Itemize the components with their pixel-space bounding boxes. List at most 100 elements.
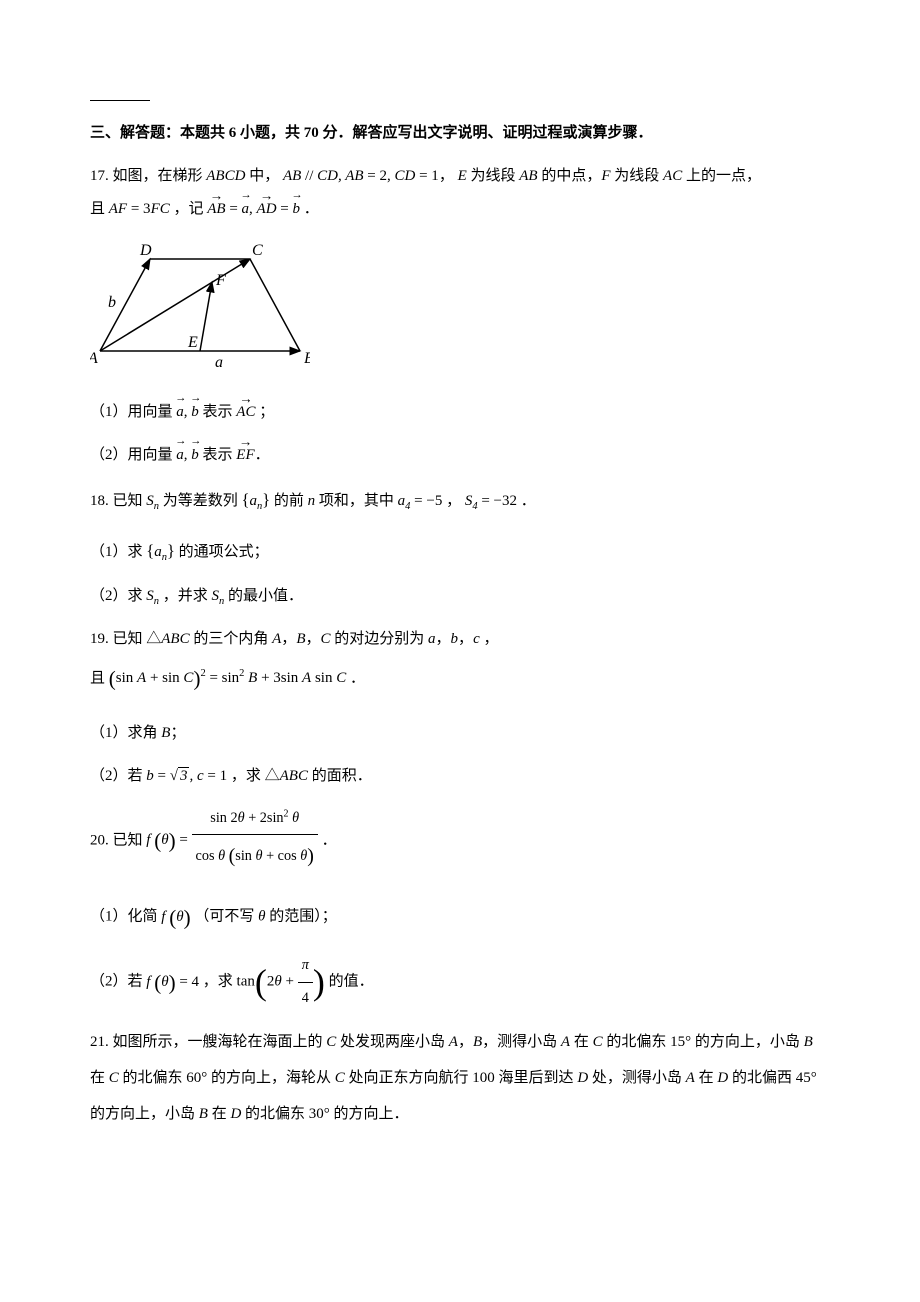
p18-n: n [154, 501, 159, 512]
p19-ABC: ABC [161, 631, 189, 647]
p21-tc: ， [458, 1034, 473, 1050]
problem-21: 21. 如图所示，一艘海轮在海面上的 C 处发现两座小岛 A，B，测得小岛 A … [90, 1024, 830, 1132]
p19-eB: B [248, 670, 257, 686]
p18-tf: ． [521, 493, 536, 509]
p18-sub1: （1）求 {an} 的通项公式； [90, 533, 830, 569]
p18-s1lb: { [146, 541, 154, 560]
p18-S: S [146, 493, 154, 509]
p19-c4: ， [458, 631, 473, 647]
p20-lpar: ( [255, 962, 267, 1002]
p17-sub2-c: ． [255, 447, 270, 463]
problem-18: 18. 已知 Sn 为等差数列 {an} 的前 n 项和，其中 a4 = −5 … [90, 482, 830, 518]
p18-S4-eq: = −32 [478, 493, 517, 509]
p21-C: C [326, 1034, 336, 1050]
p18-an: an [249, 493, 262, 509]
p21-th: 处向正东方向航行 100 海里后到达 [345, 1070, 578, 1086]
p21-C3: C [109, 1070, 119, 1086]
p20-s2c: 的值． [329, 974, 374, 990]
p18-s1b: 的通项公式； [175, 544, 269, 560]
p21-C2: C [593, 1034, 603, 1050]
p20-frac: sin 2θ + 2sin2 θ cos θ (sin θ + cos θ) [192, 803, 318, 879]
p21-A3: A [686, 1070, 695, 1086]
p20-s1a: （1）化简 [90, 909, 161, 925]
p19-eq: (sin A + sin C)2 = sin2 B + 3sin A sin C [109, 670, 346, 686]
svg-text:F: F [215, 272, 226, 289]
p17-period: ． [304, 201, 319, 217]
p20-sub1: （1）化简 f (θ) （可不写 θ 的范围）； [90, 894, 830, 940]
p21-D: D [577, 1070, 588, 1086]
p20-den: cos θ (sin θ + cos θ) [192, 835, 318, 879]
p19-s1: （1）求角 [90, 725, 161, 741]
p18-s1an: an [154, 544, 167, 560]
p18-s1-a: a [154, 544, 162, 560]
p21-ta: 如图所示，一艘海轮在海面上的 [113, 1034, 327, 1050]
p19-c3: ， [436, 631, 451, 647]
p18-te: ， [446, 493, 461, 509]
p18-s2Sn: Sn [146, 588, 159, 604]
p17-F: F [601, 168, 610, 184]
p18-s2a: （2）求 [90, 588, 146, 604]
p21-tj: 在 [695, 1070, 718, 1086]
p18-s2Sn2: Sn [212, 588, 225, 604]
p19-s2d: 的面积． [308, 768, 372, 784]
p19-b: b [451, 631, 459, 647]
p17-vecAD: AD [257, 193, 277, 226]
p20-pifrac: π4 [298, 950, 313, 1014]
svg-text:B: B [304, 350, 310, 367]
p18-s1rb: } [167, 541, 175, 560]
p20-numsq: 2 [284, 808, 289, 819]
p17-AB: AB [519, 168, 537, 184]
p17-number: 17. [90, 168, 109, 184]
p18-tb: 为等差数列 [163, 493, 242, 509]
p17-bvec: b [293, 193, 301, 226]
p21-te: 在 [570, 1034, 593, 1050]
p19-tb: 的三个内角 [190, 631, 273, 647]
p18-td: 项和，其中 [315, 493, 398, 509]
p20-f: f (θ) = [146, 832, 191, 848]
blank-line [90, 100, 150, 101]
p18-ta: 已知 [113, 493, 147, 509]
p19-s2a: （2）若 [90, 768, 146, 784]
p17-t4: 为线段 [467, 168, 520, 184]
p17-l2a: 且 [90, 201, 109, 217]
p17-sub2-a: （2）用向量 [90, 447, 176, 463]
p18-sub2: （2）求 Sn ，并求 Sn 的最小值． [90, 580, 830, 613]
p21-number: 21. [90, 1034, 109, 1050]
p21-tl: 的北偏东 30° 的方向上． [241, 1106, 408, 1122]
p19-sq2: 2 [239, 668, 244, 679]
p20-s1c: 的范围）； [265, 909, 336, 925]
p17-cond1: AB // CD, AB = 2, CD = 1 [283, 168, 439, 184]
p19-eC: C [183, 670, 193, 686]
svg-text:A: A [90, 350, 98, 367]
p20-s2b: ，求 [199, 974, 237, 990]
p17-sub2-b: 表示 [203, 447, 237, 463]
p21-ti: 处，测得小岛 [588, 1070, 686, 1086]
p18-S4: S4 = −32 [465, 493, 517, 509]
p17-sub1-b: 表示 [203, 404, 237, 420]
p17-figure: ABDCEFab [90, 241, 830, 371]
p19-s1b: ； [170, 725, 185, 741]
p19-c2: ， [305, 631, 320, 647]
p18-number: 18. [90, 493, 109, 509]
p19-a: a [428, 631, 436, 647]
p17-AC: AC [663, 168, 682, 184]
problem-20: 20. 已知 f (θ) = sin 2θ + 2sin2 θ cos θ (s… [90, 803, 830, 879]
p17-sub1-vec: AC [236, 396, 255, 429]
p17-t5: 的中点， [538, 168, 602, 184]
p21-C4: C [335, 1070, 345, 1086]
p21-B2: B [804, 1034, 813, 1050]
p20-s1f: f (θ) [161, 909, 190, 925]
p20-s2a: （2）若 [90, 974, 146, 990]
p19-sub2: （2）若 b = √3, c = 1 ，求 △ABC 的面积． [90, 760, 830, 793]
p18-Sn: Sn [146, 493, 159, 509]
p19-s2b: b = √3, c = 1 [146, 768, 227, 784]
p20-tan: tan [237, 974, 255, 990]
p19-A: A [272, 631, 281, 647]
p21-tf: 的北偏东 15° 的方向上，小岛 [603, 1034, 804, 1050]
p17-sub1: （1）用向量 a, b 表示 AC ； [90, 396, 830, 429]
problem-17: 17. 如图，在梯形 ABCD 中， AB // CD, AB = 2, CD … [90, 160, 830, 226]
p18-s2-S2: S [212, 588, 220, 604]
p20-pi: π [298, 950, 313, 982]
p17-t7: 上的一点， [682, 168, 761, 184]
p21-D3: D [230, 1106, 241, 1122]
